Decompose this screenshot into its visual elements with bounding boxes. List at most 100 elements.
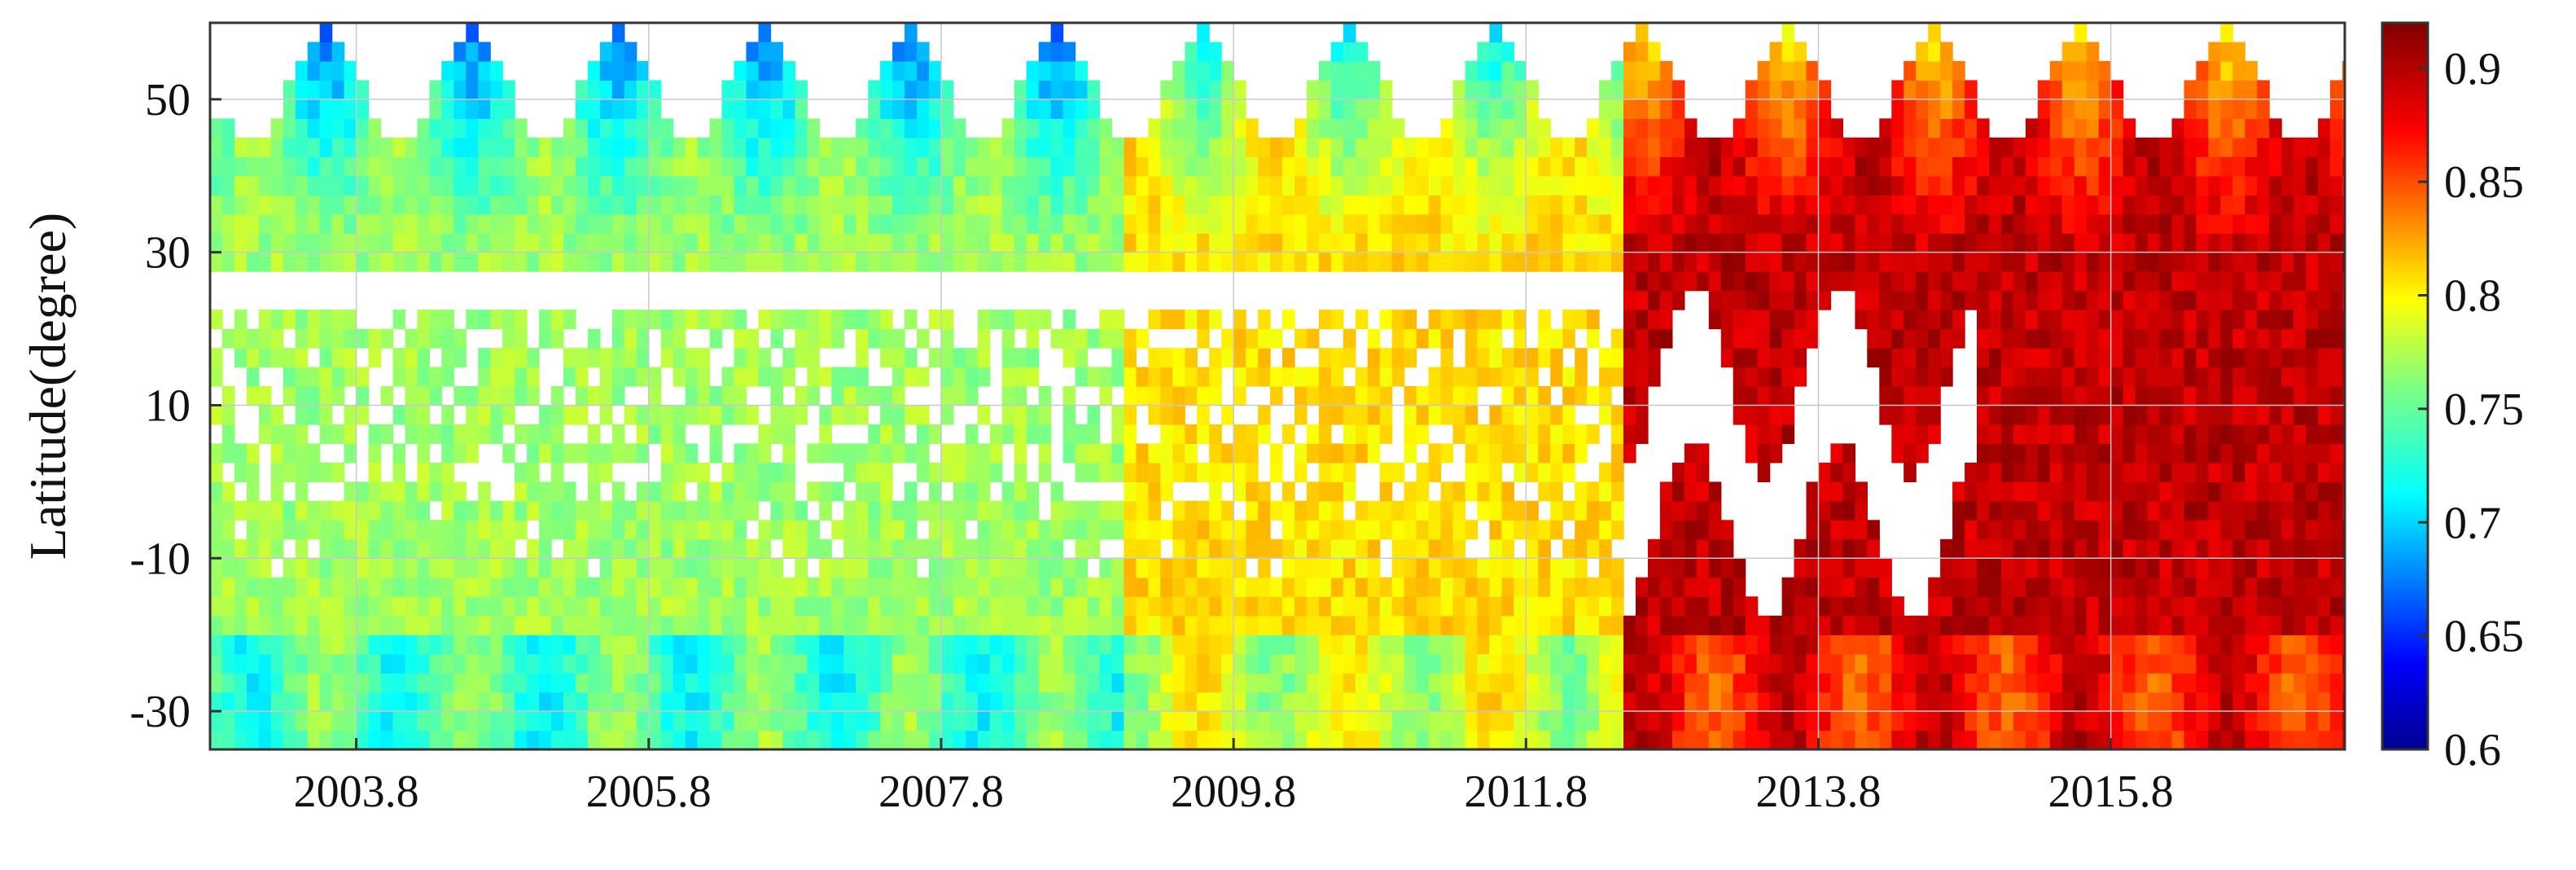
heatmap-cell (1099, 443, 1113, 464)
heatmap-cell (1367, 692, 1381, 712)
heatmap-cell (2110, 310, 2124, 330)
heatmap-cell (624, 367, 637, 387)
heatmap-cell (1696, 195, 1710, 215)
heatmap-cell (831, 328, 844, 349)
heatmap-cell (1526, 213, 1539, 234)
heatmap-cell (587, 99, 601, 119)
heatmap-cell (1087, 80, 1101, 100)
heatmap-cell (1014, 252, 1027, 272)
heatmap-cell (1001, 213, 1015, 234)
heatmap-cell (1708, 481, 1722, 502)
heatmap-cell (319, 195, 333, 215)
heatmap-cell (1733, 310, 1746, 330)
heatmap-cell (624, 596, 637, 617)
heatmap-cell (1745, 673, 1759, 693)
heatmap-cell (685, 405, 699, 425)
heatmap-cell (319, 424, 333, 444)
heatmap-cell (917, 424, 930, 444)
heatmap-cell (782, 730, 795, 749)
heatmap-cell (1185, 558, 1198, 578)
heatmap-cell (734, 233, 747, 253)
heatmap-cell (1087, 673, 1101, 693)
heatmap-cell (868, 99, 881, 119)
heatmap-cell (2232, 538, 2245, 559)
heatmap-cell (2013, 520, 2026, 540)
heatmap-cell (2232, 118, 2245, 138)
heatmap-cell (1757, 367, 1771, 387)
heatmap-cell (1440, 596, 1454, 617)
heatmap-cell (1891, 156, 1904, 177)
heatmap-cell (795, 558, 808, 578)
heatmap-cell (1659, 711, 1673, 732)
heatmap-cell (1124, 481, 1137, 502)
heatmap-cell (429, 156, 442, 177)
heatmap-cell (429, 653, 442, 674)
heatmap-cell (1818, 558, 1832, 578)
heatmap-cell (344, 635, 357, 655)
heatmap-cell (1623, 443, 1636, 464)
heatmap-cell (1282, 730, 1295, 749)
heatmap-cell (917, 653, 930, 674)
heatmap-cell (1977, 175, 1990, 196)
heatmap-cell (1575, 424, 1588, 444)
heatmap-cell (2037, 386, 2051, 406)
heatmap-cell (782, 175, 795, 196)
heatmap-cell (2135, 213, 2149, 234)
heatmap-cell (1636, 711, 1649, 732)
heatmap-cell (1501, 213, 1514, 234)
heatmap-cell (636, 195, 650, 215)
heatmap-cell (2098, 80, 2112, 100)
heatmap-cell (2025, 290, 2039, 310)
heatmap-cell (2159, 386, 2173, 406)
heatmap-cell (563, 481, 576, 502)
heatmap-cell (1599, 500, 1612, 521)
heatmap-cell (1818, 481, 1832, 502)
heatmap-cell (1355, 42, 1369, 62)
heatmap-cell (344, 673, 357, 693)
heatmap-cell (892, 233, 905, 253)
heatmap-cell (222, 615, 235, 635)
heatmap-cell (1928, 310, 1941, 330)
heatmap-cell (648, 137, 662, 157)
heatmap-cell (234, 348, 248, 368)
heatmap-cell (1233, 653, 1246, 674)
heatmap-cell (1038, 673, 1052, 693)
heatmap-cell (417, 310, 430, 330)
heatmap-cell (1684, 156, 1698, 177)
heatmap-cell (210, 520, 223, 540)
heatmap-cell (2074, 156, 2088, 177)
heatmap-cell (246, 500, 260, 521)
heatmap-cell (1026, 424, 1040, 444)
heatmap-cell (2171, 635, 2185, 655)
heatmap-cell (1185, 500, 1198, 521)
heatmap-cell (1587, 596, 1600, 617)
heatmap-cell (1209, 367, 1222, 387)
heatmap-cell (1599, 692, 1612, 712)
heatmap-cell (331, 233, 345, 253)
heatmap-cell (624, 558, 637, 578)
heatmap-cell (405, 673, 418, 693)
heatmap-cell (868, 500, 881, 521)
heatmap-cell (880, 405, 893, 425)
heatmap-cell (709, 310, 723, 330)
heatmap-cell (880, 558, 893, 578)
heatmap-cell (1270, 233, 1283, 253)
heatmap-cell (453, 42, 467, 62)
heatmap-cell (1867, 233, 1880, 253)
heatmap-cell (1233, 99, 1246, 119)
heatmap-cell (2220, 711, 2233, 732)
heatmap-cell (2245, 405, 2258, 425)
heatmap-cell (611, 310, 625, 330)
heatmap-cell (1428, 252, 1442, 272)
heatmap-cell (1270, 328, 1283, 349)
heatmap-cell (2184, 348, 2197, 368)
heatmap-cell (1197, 328, 1210, 349)
heatmap-cell (551, 328, 564, 349)
heatmap-cell (2171, 653, 2185, 674)
heatmap-cell (392, 635, 406, 655)
heatmap-cell (1526, 386, 1539, 406)
heatmap-cell (2245, 481, 2258, 502)
heatmap-cell (1794, 653, 1807, 674)
heatmap-cell (746, 577, 760, 597)
heatmap-cell (2171, 233, 2185, 253)
